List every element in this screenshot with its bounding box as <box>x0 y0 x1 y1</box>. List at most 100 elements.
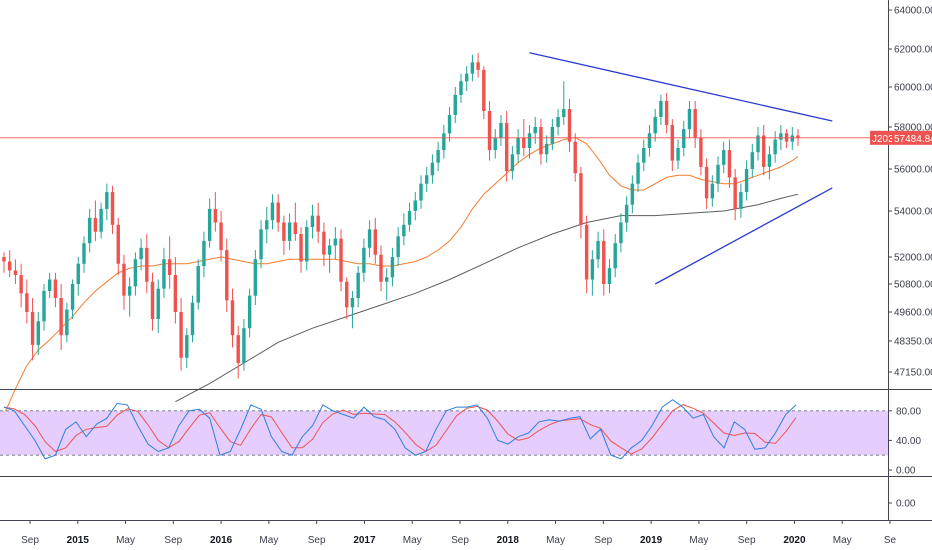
candle-body <box>390 257 395 278</box>
candle <box>647 125 652 157</box>
candle <box>407 202 412 232</box>
candle <box>65 302 69 343</box>
candle-body <box>664 101 669 125</box>
stochastic-pane[interactable] <box>0 399 932 477</box>
price-axis[interactable]: 64000.00 62000.00 60000.00 58000.00 56000.00… <box>888 0 932 520</box>
candle <box>59 284 63 351</box>
candle <box>282 215 286 255</box>
candle-body <box>150 281 155 319</box>
candle <box>602 229 606 296</box>
candle-body <box>630 183 635 205</box>
candle-body <box>624 204 629 223</box>
candle-body <box>167 259 172 275</box>
candle-body <box>356 272 360 298</box>
time-axis-label: 2018 <box>497 535 520 546</box>
candle-body <box>562 109 566 117</box>
candle <box>567 99 572 153</box>
candle-body <box>527 133 532 148</box>
candle-body <box>442 133 446 151</box>
candle-body <box>36 321 40 345</box>
candle <box>379 245 383 291</box>
candle <box>727 139 732 188</box>
time-axis-label: Sep <box>21 535 39 546</box>
candle <box>442 125 446 159</box>
candle-body <box>30 312 35 345</box>
candle-body <box>276 202 280 223</box>
candle-body <box>602 240 606 284</box>
candle <box>630 175 635 214</box>
candle <box>642 139 646 172</box>
price-axis-label: 47150.00 <box>894 368 932 379</box>
candle-body <box>327 245 332 255</box>
stoch-d-line <box>3 404 797 455</box>
candle-body <box>339 238 343 282</box>
candle-body <box>504 123 509 172</box>
candle-body <box>590 259 595 280</box>
lower-trendline[interactable] <box>654 187 833 285</box>
candle-body <box>790 135 795 142</box>
candle <box>739 183 743 218</box>
candle-body <box>636 162 640 184</box>
candle-body <box>533 127 537 134</box>
candle <box>482 66 486 119</box>
candle-body <box>704 166 709 199</box>
candle <box>613 234 617 278</box>
candle <box>265 206 269 244</box>
candle-body <box>59 298 63 336</box>
time-axis-label: May <box>116 535 135 546</box>
price-axis-label: 52000.00 <box>894 253 932 264</box>
candle <box>133 252 138 296</box>
candle <box>70 279 75 319</box>
candle-body <box>179 312 183 358</box>
time-axis-label: Sep <box>308 535 326 546</box>
candle <box>87 208 92 253</box>
candle-body <box>367 229 372 248</box>
candle-body <box>242 328 246 363</box>
candle <box>453 87 457 123</box>
candle-body <box>247 295 252 329</box>
candle-body <box>453 95 457 115</box>
candle-body <box>767 154 772 167</box>
candle-body <box>110 192 115 225</box>
candle-body <box>299 234 303 262</box>
upper-trendline[interactable] <box>529 52 833 122</box>
candle <box>122 254 126 310</box>
candle <box>659 95 663 125</box>
candle <box>596 231 600 269</box>
candle-body <box>2 257 6 262</box>
candle <box>7 250 12 278</box>
candle <box>573 133 577 182</box>
candle-body <box>693 109 697 138</box>
candle <box>464 66 469 91</box>
price-tag-value: 57484.84 <box>894 134 932 145</box>
price-axis-label: 50800.00 <box>894 280 932 291</box>
price-pane[interactable] <box>0 0 932 415</box>
candle-body <box>796 135 800 138</box>
candle <box>579 166 583 239</box>
ma-long-line <box>175 193 799 403</box>
candle-body <box>727 150 732 178</box>
candle <box>242 318 246 371</box>
candle-body <box>385 277 389 282</box>
candle-body <box>493 137 497 151</box>
candle-body <box>584 224 589 280</box>
price-axis-label: 54000.00 <box>894 207 932 218</box>
candle <box>373 217 378 264</box>
candle <box>150 272 155 331</box>
candle-body <box>93 217 98 232</box>
candle-body <box>379 254 383 282</box>
candle-body <box>65 309 69 336</box>
candle <box>127 277 132 317</box>
candle <box>185 328 189 369</box>
candle <box>487 101 492 161</box>
candle-body <box>670 125 675 161</box>
candle-body <box>99 208 103 232</box>
candle <box>345 277 349 319</box>
time-axis[interactable]: Sep 2015 May Sep 2016 May Sep 2017 May Sep 2018 May… <box>21 520 897 546</box>
candle-body <box>322 231 326 255</box>
candle-body <box>236 335 240 363</box>
time-axis-label: Sep <box>451 535 469 546</box>
price-axis-label: 64000.00 <box>894 6 932 17</box>
candle <box>607 259 612 294</box>
